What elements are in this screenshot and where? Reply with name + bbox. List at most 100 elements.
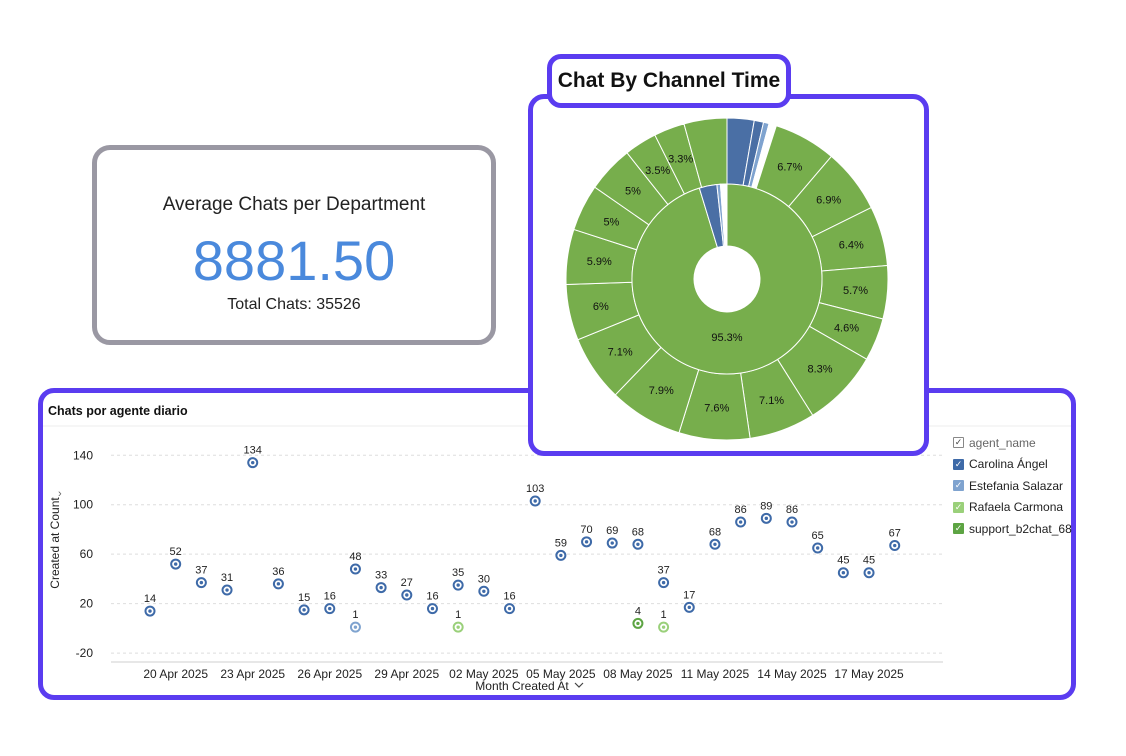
legend-item-label: Rafaela Carmona <box>969 500 1064 515</box>
data-point[interactable] <box>504 603 516 615</box>
data-label: 48 <box>349 551 361 563</box>
checkbox-icon[interactable]: ✓ <box>953 523 964 535</box>
point-dot <box>302 608 306 612</box>
data-point[interactable] <box>478 585 490 597</box>
agent-daily-chart: Chats por agente diario 140 100 60 20 -20 20 … <box>43 404 1071 693</box>
data-label: 89 <box>760 500 772 512</box>
y-tick-label: 20 <box>80 597 94 611</box>
data-point[interactable] <box>452 579 464 591</box>
legend-item[interactable]: ✓ Estefania Salazar <box>953 475 1072 497</box>
data-label: 35 <box>452 567 464 579</box>
data-label: 45 <box>837 555 849 567</box>
point-dot <box>533 499 537 503</box>
point-dot <box>893 543 897 548</box>
data-label: 45 <box>863 555 875 567</box>
data-point[interactable] <box>195 577 207 589</box>
point-dot <box>584 540 589 544</box>
data-point[interactable] <box>786 516 798 528</box>
x-tick-label: 02 May 2025 <box>449 667 519 681</box>
data-point[interactable] <box>658 621 670 633</box>
point-dot <box>713 542 717 546</box>
data-label: 86 <box>786 504 798 516</box>
point-dot <box>405 593 409 597</box>
data-label: 103 <box>526 483 544 495</box>
data-point[interactable] <box>375 582 387 594</box>
data-point[interactable] <box>683 601 695 613</box>
data-point[interactable] <box>837 567 849 579</box>
data-label: 67 <box>889 528 901 540</box>
x-axis-label: Month Created At <box>475 679 569 693</box>
data-point[interactable] <box>426 603 438 615</box>
checkbox-icon[interactable]: ✓ <box>953 437 964 449</box>
data-point[interactable] <box>581 536 593 548</box>
chevron-down-icon[interactable] <box>574 682 584 688</box>
data-label: 69 <box>606 525 618 537</box>
data-point[interactable] <box>529 495 541 507</box>
point-dot <box>430 606 435 611</box>
data-label: 1 <box>661 609 667 621</box>
donut-title-box: Chat By Channel Time <box>547 54 791 108</box>
slice-label: 7.1% <box>608 346 633 358</box>
data-point[interactable] <box>555 549 567 561</box>
y-axis-label: Created at Count <box>48 497 62 589</box>
channel-time-chart-card: 6.7% 6.9% 6.4% 5.7% 4.6% 8.3% 7.1% 7.6% 7.9% 7.1%… <box>528 94 929 456</box>
point-dot <box>636 542 640 546</box>
y-tick-label: -20 <box>76 646 94 660</box>
legend-item[interactable]: ✓ support_b2chat_68 <box>953 518 1072 540</box>
x-tick-label: 29 Apr 2025 <box>374 667 439 681</box>
checkbox-icon[interactable]: ✓ <box>953 480 964 492</box>
data-point[interactable] <box>272 578 284 590</box>
kpi-card: Average Chats per Department 8881.50 Tot… <box>92 145 496 345</box>
point-dot <box>636 621 640 626</box>
y-tick-label: 100 <box>73 498 93 512</box>
x-tick-label: 17 May 2025 <box>834 667 904 681</box>
point-dot <box>764 516 769 521</box>
data-label: 27 <box>401 577 413 589</box>
point-dot <box>482 589 486 593</box>
x-tick-label: 05 May 2025 <box>526 667 596 681</box>
data-point[interactable] <box>298 604 310 616</box>
data-label: 36 <box>272 566 284 578</box>
data-label: 37 <box>657 565 669 577</box>
x-tick-label: 08 May 2025 <box>603 667 673 681</box>
point-dot <box>276 582 281 586</box>
data-point[interactable] <box>709 538 721 550</box>
data-point[interactable] <box>324 603 336 615</box>
data-point[interactable] <box>889 540 901 552</box>
legend-item[interactable]: ✓ Carolina Ángel <box>953 454 1072 476</box>
data-label: 16 <box>324 591 336 603</box>
data-label: 17 <box>683 589 695 601</box>
legend-item[interactable]: ✓ Rafaela Carmona <box>953 497 1072 519</box>
legend-item-label: support_b2chat_68 <box>969 521 1072 536</box>
slice-label: 7.6% <box>704 403 729 415</box>
data-point[interactable] <box>606 537 618 549</box>
data-point[interactable] <box>247 457 259 469</box>
data-label: 30 <box>478 573 490 585</box>
y-axis-expand-icon[interactable]: › <box>58 488 62 500</box>
checkbox-icon[interactable]: ✓ <box>953 501 964 513</box>
data-point[interactable] <box>632 538 644 550</box>
legend-header[interactable]: ✓ agent_name <box>953 432 1072 454</box>
data-point[interactable] <box>863 567 875 579</box>
slice-label: 6.9% <box>816 195 841 207</box>
data-label: 31 <box>221 572 233 584</box>
data-point[interactable] <box>735 516 747 528</box>
data-point[interactable] <box>349 563 361 575</box>
data-point[interactable] <box>632 617 644 629</box>
data-point[interactable] <box>144 605 156 617</box>
data-point[interactable] <box>760 512 772 524</box>
x-tick-label: 20 Apr 2025 <box>143 667 208 681</box>
point-dot <box>661 625 666 629</box>
data-point[interactable] <box>170 558 182 570</box>
data-point[interactable] <box>452 621 464 633</box>
checkbox-icon[interactable]: ✓ <box>953 458 964 470</box>
point-dot <box>456 625 460 629</box>
data-point[interactable] <box>401 589 413 601</box>
data-label: 16 <box>503 591 515 603</box>
point-dot <box>507 606 512 611</box>
donut-title: Chat By Channel Time <box>557 69 781 92</box>
data-point[interactable] <box>658 577 670 589</box>
data-point[interactable] <box>349 621 361 633</box>
data-point[interactable] <box>221 584 233 596</box>
data-point[interactable] <box>812 542 824 554</box>
